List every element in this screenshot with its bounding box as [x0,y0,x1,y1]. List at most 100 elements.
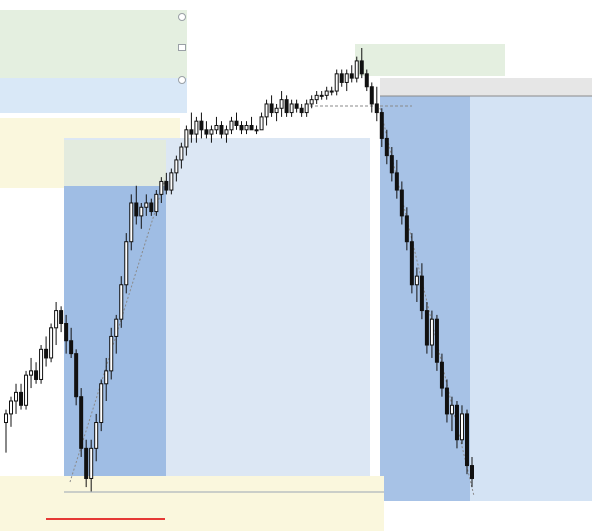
candle-bearish[interactable] [69,340,74,355]
candle-bearish[interactable] [339,73,344,83]
candle-bullish[interactable] [304,103,309,114]
candle-bearish[interactable] [419,275,424,312]
candle-bullish[interactable] [244,124,249,131]
candle-bearish[interactable] [359,60,364,75]
candle-bullish[interactable] [254,129,259,132]
candle-bullish[interactable] [24,374,29,406]
top-grey-zone[interactable] [380,78,592,96]
candle-bullish[interactable] [209,129,214,135]
candle-bullish[interactable] [169,172,174,191]
left-position-stop-zone[interactable] [64,140,166,186]
candle-bullish[interactable] [334,73,339,92]
candle-bullish[interactable] [184,129,189,148]
candle-bullish[interactable] [89,447,94,479]
candle-bullish[interactable] [259,116,264,131]
candle-bullish[interactable] [324,90,329,96]
candle-bearish[interactable] [189,129,194,135]
candle-bullish[interactable] [99,383,104,424]
top-left-blue-zone[interactable] [0,78,187,113]
candle-bullish[interactable] [54,310,59,329]
candle-bullish[interactable] [274,107,279,114]
rally-trend-line[interactable] [69,179,166,483]
candle-bullish[interactable] [14,391,19,402]
candle-bearish[interactable] [349,73,354,79]
candle-bullish[interactable] [449,404,454,415]
candle-bearish[interactable] [74,353,79,398]
candle-bullish[interactable] [109,335,114,372]
candle-bullish[interactable] [414,275,419,286]
candle-bearish[interactable] [364,73,369,88]
zone-handle-top[interactable] [178,13,186,21]
candle-bullish[interactable] [124,241,129,286]
candle-bullish[interactable] [104,370,109,385]
candle-bullish[interactable] [279,99,284,109]
candle-bullish[interactable] [49,327,54,359]
candle-bullish[interactable] [154,193,159,213]
candle-bullish[interactable] [29,370,34,376]
candle-bearish[interactable] [204,129,209,135]
candle-bearish[interactable] [464,413,469,467]
candle-bearish[interactable] [379,112,384,139]
candle-bearish[interactable] [219,124,224,135]
candle-bullish[interactable] [429,318,434,346]
candle-bearish[interactable] [434,318,439,363]
zone-handle-bottom[interactable] [178,76,186,84]
candle-bullish[interactable] [229,120,234,131]
candle-bearish[interactable] [394,172,399,191]
candle-bullish[interactable] [144,202,149,208]
candle-bullish[interactable] [314,94,319,101]
candle-bearish[interactable] [384,137,389,157]
candle-bullish[interactable] [289,103,294,114]
candle-bullish[interactable] [114,318,119,337]
candle-bullish[interactable] [39,348,44,380]
candle-bullish[interactable] [129,202,134,243]
zone-handle-middle[interactable] [178,44,186,51]
candle-bullish[interactable] [319,94,324,97]
candle-bearish[interactable] [399,189,404,217]
candle-bullish[interactable] [459,413,464,441]
candle-bearish[interactable] [234,120,239,126]
top-green-zone[interactable] [355,44,505,76]
top-left-green-zone[interactable] [0,10,187,78]
candle-bearish[interactable] [284,99,289,114]
candle-bullish[interactable] [329,90,334,93]
candle-bearish[interactable] [454,404,459,441]
candle-bullish[interactable] [119,284,124,320]
candle-bearish[interactable] [409,241,414,286]
candle-bullish[interactable] [224,129,229,135]
candle-bearish[interactable] [249,124,254,131]
candle-bullish[interactable] [159,180,164,195]
candle-bullish[interactable] [214,124,219,131]
candle-bearish[interactable] [404,215,409,243]
candle-bearish[interactable] [64,323,69,342]
candle-bearish[interactable] [199,120,204,131]
candle-bearish[interactable] [19,391,24,406]
candle-bullish[interactable] [179,146,184,161]
candle-bearish[interactable] [59,310,64,325]
candle-bearish[interactable] [469,465,475,479]
candle-bearish[interactable] [389,155,394,174]
candle-bearish[interactable] [164,180,169,191]
candle-bearish[interactable] [44,348,49,359]
candle-bullish[interactable] [344,73,349,83]
candle-bearish[interactable] [269,103,274,114]
candle-bearish[interactable] [134,202,139,217]
candle-bullish[interactable] [3,413,9,424]
candle-bearish[interactable] [299,107,304,114]
candle-bearish[interactable] [294,103,299,109]
candle-bullish[interactable] [309,99,314,105]
candle-bearish[interactable] [424,310,429,346]
candle-bullish[interactable] [194,120,199,135]
bottom-yellow-zone[interactable] [0,476,384,531]
candle-bullish[interactable] [139,206,144,217]
candle-bearish[interactable] [369,86,374,105]
candle-bullish[interactable] [264,103,269,118]
candle-bearish[interactable] [374,103,379,114]
candle-bullish[interactable] [174,159,179,174]
candle-bullish[interactable] [9,400,14,415]
candle-bearish[interactable] [149,202,154,213]
candle-bearish[interactable] [239,124,244,131]
candle-bearish[interactable] [34,370,39,380]
candle-bullish[interactable] [94,422,99,449]
